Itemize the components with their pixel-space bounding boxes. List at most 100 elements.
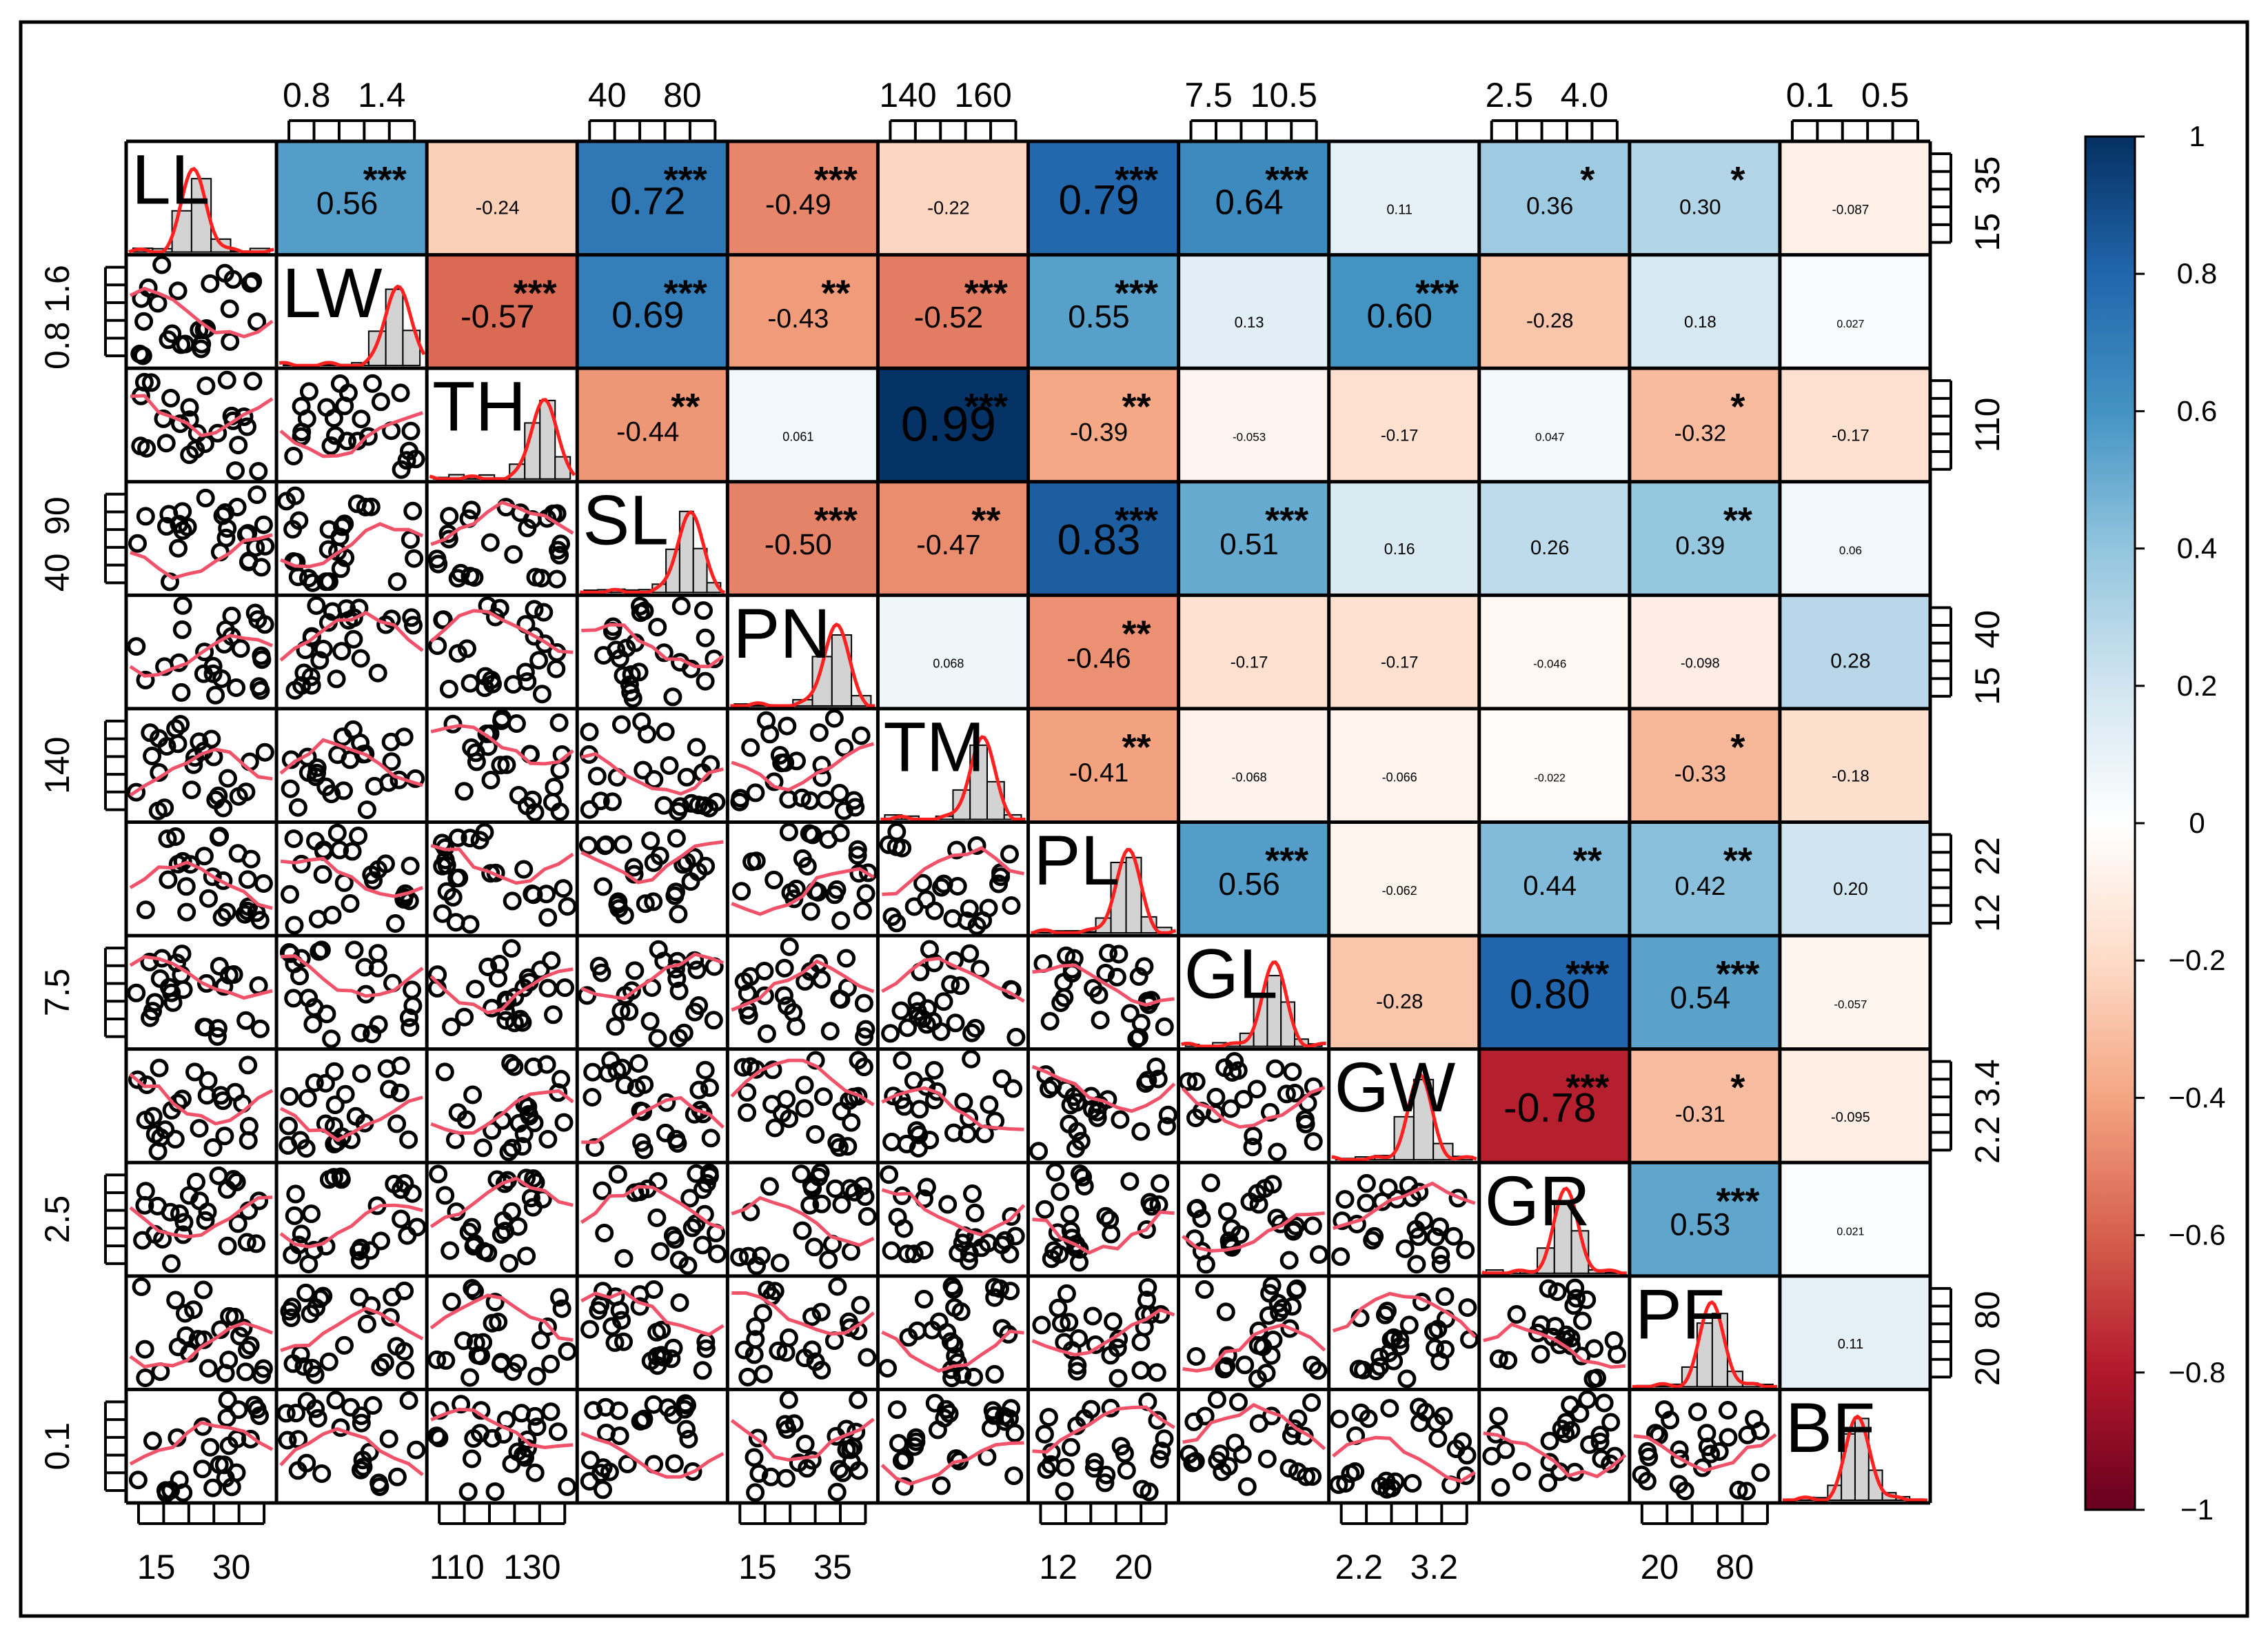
- scatter-panel-PF-PN: [731, 1277, 877, 1386]
- scatter-point: [165, 1129, 185, 1149]
- scatter-point: [671, 596, 691, 616]
- scatter-point: [443, 714, 463, 734]
- tick-label: 40: [1968, 610, 2007, 649]
- scatter-point: [308, 1408, 327, 1428]
- scatter-panel-PF-LW: [280, 1281, 424, 1384]
- scatter-point: [856, 884, 875, 903]
- scatter-point: [1062, 1437, 1080, 1457]
- smoothing-line: [1182, 1402, 1326, 1451]
- scatter-point: [779, 822, 798, 842]
- scatter-point: [429, 1164, 448, 1184]
- scatter-point: [501, 1053, 520, 1073]
- scatter-point: [1006, 1226, 1025, 1246]
- scatter-point: [730, 1248, 749, 1267]
- scatter-point: [509, 1217, 528, 1236]
- scatter-point: [1247, 1080, 1266, 1099]
- scatter-point: [386, 914, 405, 933]
- significance-stars-LW-SL: ***: [664, 273, 707, 314]
- corr-cell-TH-GW: [1328, 368, 1479, 482]
- scatter-point: [1594, 1393, 1614, 1413]
- scatter-point: [492, 1354, 510, 1373]
- scatter-point: [518, 672, 537, 691]
- scatter-point: [502, 939, 521, 958]
- scatter-point: [1262, 1276, 1282, 1295]
- corr-value-SL-PL: 0.83: [1057, 516, 1141, 564]
- scatter-point: [550, 1288, 569, 1307]
- scatter-point: [809, 723, 829, 743]
- scatter-point: [1084, 1459, 1104, 1478]
- scatter-point: [1379, 1178, 1398, 1198]
- tick-label: 20: [1641, 1548, 1679, 1586]
- scatter-point: [923, 1011, 942, 1031]
- scatter-point: [558, 1342, 577, 1361]
- scatter-point: [306, 767, 325, 787]
- scatter-point: [1157, 1117, 1176, 1136]
- scatter-panel-GW-PL: [1029, 1058, 1177, 1161]
- scatter-point: [197, 973, 216, 993]
- scatter-point: [502, 1454, 521, 1473]
- scatter-point: [1002, 1399, 1021, 1418]
- scatter-point: [429, 554, 448, 574]
- corr-value-TH-GL: -0.053: [1233, 431, 1266, 444]
- corr-value-LW-GL: 0.13: [1235, 314, 1264, 331]
- significance-stars-GL-PF: ***: [1716, 953, 1759, 995]
- scatter-point: [631, 596, 649, 616]
- scatter-point: [1416, 1402, 1435, 1422]
- scatter-point: [324, 409, 343, 428]
- colorbar: 1 0.8 0.6 0.4 0.2 0 −0.2 −0.4 −0.6 −0.8 −1: [2084, 120, 2225, 1526]
- corr-cell-SL-PN: [727, 481, 878, 596]
- corr-cell-LW-TM: [878, 254, 1029, 369]
- scatter-point: [1675, 1482, 1694, 1501]
- significance-stars-LW-PL: ***: [1115, 273, 1158, 314]
- scatter-point: [1431, 1246, 1450, 1264]
- scatter-point: [908, 1321, 927, 1340]
- scatter-point: [159, 870, 178, 889]
- scatter-point: [830, 1460, 849, 1479]
- scatter-point: [682, 1218, 702, 1238]
- scatter-point: [917, 890, 936, 909]
- scatter-panel-PF-GL: [1182, 1276, 1328, 1388]
- scatter-point: [222, 1477, 241, 1497]
- scatter-point: [701, 1129, 720, 1148]
- scatter-point: [667, 882, 685, 902]
- scatter-point: [239, 552, 258, 572]
- scatter-point: [308, 909, 327, 929]
- scatter-point: [237, 1233, 256, 1252]
- scatter-point: [541, 1354, 560, 1373]
- scatter-point: [1566, 1278, 1585, 1297]
- scatter-point: [145, 993, 165, 1012]
- scatter-point: [591, 1295, 610, 1315]
- diagonal-panel-LW: LW: [279, 254, 426, 367]
- tick-label: 1.6: [38, 265, 77, 313]
- smoothing-line: [130, 533, 273, 580]
- scatter-point: [397, 451, 416, 470]
- scatter-point: [982, 1419, 1000, 1438]
- scatter-point: [460, 567, 480, 586]
- scatter-point: [941, 1332, 960, 1351]
- smoothing-line: [429, 967, 574, 1015]
- scatter-point: [177, 902, 196, 922]
- scatter-point: [143, 1002, 162, 1021]
- scatter-point: [693, 1180, 712, 1200]
- scatter-point: [243, 372, 263, 391]
- scatter-point: [1044, 1241, 1064, 1260]
- density-curve: [1031, 847, 1177, 935]
- scatter-point: [700, 1078, 719, 1098]
- corr-cell-GW-BF: [1779, 1049, 1930, 1163]
- scatter-point: [925, 1393, 944, 1413]
- scatter-point: [127, 983, 146, 1002]
- scatter-point: [203, 1478, 223, 1497]
- scatter-panel-PF-GW: [1332, 1287, 1479, 1388]
- scatter-point: [960, 899, 979, 918]
- corr-cell-PN-GR: [1479, 595, 1630, 709]
- density-curve: [880, 735, 1026, 821]
- scatter-point: [495, 1174, 514, 1193]
- scatter-point: [1482, 1446, 1501, 1466]
- scatter-point: [544, 1005, 563, 1024]
- scatter-point: [1578, 1390, 1597, 1409]
- scatter-point: [520, 1107, 539, 1126]
- smoothing-line: [731, 867, 875, 916]
- scatter-point: [907, 991, 927, 1011]
- scatter-point: [201, 274, 220, 293]
- scatter-point: [1096, 1206, 1115, 1226]
